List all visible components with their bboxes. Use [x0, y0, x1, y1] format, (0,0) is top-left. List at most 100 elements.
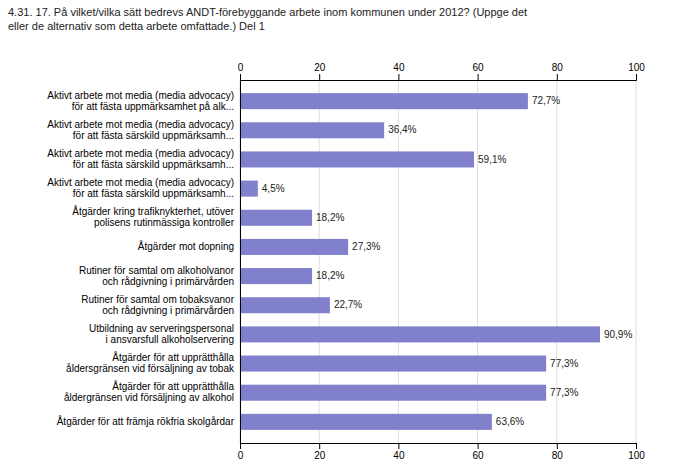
tick-mark	[636, 443, 637, 449]
chart: 4.31. 17. På vilket/vilka sätt bedrevs A…	[0, 0, 681, 473]
tick: Rutiner för samtal om alkoholvanoroch rå…	[79, 265, 240, 287]
tick: Aktivt arbete mot media (media advocacy)…	[47, 148, 240, 170]
tick-label-line: för att fästa särskild uppmärksamh...	[73, 130, 234, 141]
tick: 60	[473, 62, 485, 80]
tick-label: 60	[473, 62, 485, 73]
tick-label-line: Åtgärder kring trafiknykterhet, utöver	[72, 205, 234, 217]
bar	[240, 181, 258, 197]
title-line: 4.31. 17. På vilket/vilka sätt bedrevs A…	[8, 6, 527, 18]
plot: 020406080100020406080100Aktivt arbete mo…	[47, 62, 645, 461]
tick-label-line: Aktivt arbete mot media (media advocacy)	[47, 90, 234, 101]
tick-label: 80	[552, 62, 564, 73]
tick-label: Åtgärder för att upprätthållaåldersgräns…	[66, 351, 235, 374]
tick-label-line: för att fästa uppmärksamhet på alk...	[72, 101, 234, 112]
bar	[240, 122, 384, 138]
title-line: eller de alternativ som detta arbete omf…	[8, 20, 265, 32]
tick-label-line: Åtgärder för att upprätthålla	[112, 351, 234, 363]
tick: 0	[238, 62, 244, 80]
tick: 80	[552, 62, 564, 80]
tick-label: Aktivt arbete mot media (media advocacy)…	[47, 177, 234, 199]
tick-label-line: Utbildning av serveringspersonal	[89, 323, 234, 334]
tick-label-line: och rådgivning i primärvården	[102, 305, 234, 316]
tick-label: 40	[393, 62, 405, 73]
data-label: 63,6%	[496, 416, 524, 427]
tick: 80	[552, 443, 564, 461]
data-label: 27,3%	[352, 241, 380, 252]
tick: 0	[238, 443, 244, 461]
tick: 20	[314, 443, 326, 461]
data-label: 4,5%	[262, 183, 285, 194]
tick-label: 80	[552, 450, 564, 461]
tick-mark	[398, 74, 399, 80]
chart-container: 4.31. 17. På vilket/vilka sätt bedrevs A…	[0, 0, 681, 473]
grid	[240, 80, 636, 443]
tick-label-line: Aktivt arbete mot media (media advocacy)	[47, 148, 234, 159]
tick-label-line: Aktivt arbete mot media (media advocacy)	[47, 177, 234, 188]
tick-mark	[240, 74, 241, 80]
grid-line	[240, 80, 241, 443]
tick-label-line: åldergränsen vid försäljning av alkohol	[64, 392, 234, 403]
tick-label: Åtgärder mot dopning	[138, 240, 234, 252]
tick: Åtgärder för att upprätthållaåldergränse…	[64, 380, 240, 403]
bar	[240, 326, 600, 342]
tick-label: 20	[314, 62, 326, 73]
tick-mark	[398, 443, 399, 449]
tick-label: Rutiner för samtal om tobaksvanoroch råd…	[81, 294, 235, 316]
data-label: 90,9%	[604, 329, 632, 340]
data-label: 18,2%	[316, 270, 344, 281]
tick: Utbildning av serveringspersonali ansvar…	[89, 323, 240, 345]
tick-label: Aktivt arbete mot media (media advocacy)…	[47, 90, 234, 112]
x-axis-bottom: 0 20 40 60 80 100	[238, 443, 646, 461]
y-axis: Aktivt arbete mot media (media advocacy)…	[47, 81, 240, 444]
tick-label: 20	[314, 450, 326, 461]
tick: Rutiner för samtal om tobaksvanoroch råd…	[81, 294, 240, 316]
tick-label-line: Aktivt arbete mot media (media advocacy)	[47, 119, 234, 130]
tick: Åtgärder för att upprätthållaåldersgräns…	[66, 351, 240, 374]
data-label: 77,3%	[550, 387, 578, 398]
tick-label: Åtgärder för att upprätthållaåldergränse…	[64, 380, 235, 403]
tick: 40	[393, 443, 405, 461]
tick-label-line: Åtgärder mot dopning	[138, 240, 234, 252]
tick-label-line: i ansvarsfull alkoholservering	[106, 334, 234, 345]
tick: Aktivt arbete mot media (media advocacy)…	[47, 177, 240, 199]
tick-mark	[478, 74, 479, 80]
axis-line	[241, 444, 637, 450]
tick-label-line: för att fästa särskild uppmärksamh...	[73, 188, 234, 199]
data-label: 22,7%	[334, 299, 362, 310]
tick-mark	[557, 74, 558, 80]
bar	[240, 356, 546, 372]
tick: Aktivt arbete mot media (media advocacy)…	[47, 90, 240, 112]
tick-label: Åtgärder för att främja rökfria skolgård…	[57, 415, 235, 427]
tick-label: 0	[238, 62, 244, 73]
tick-label: Utbildning av serveringspersonali ansvar…	[89, 323, 234, 345]
tick-label: 60	[473, 450, 485, 461]
tick-label: Aktivt arbete mot media (media advocacy)…	[47, 119, 234, 141]
bar	[240, 414, 492, 430]
tick-label-line: Rutiner för samtal om alkoholvanor	[79, 265, 235, 276]
tick-label: 100	[628, 450, 645, 461]
tick-label: Åtgärder kring trafiknykterhet, utöverpo…	[72, 205, 234, 228]
tick-label-line: Rutiner för samtal om tobaksvanor	[81, 294, 235, 305]
tick: Aktivt arbete mot media (media advocacy)…	[47, 119, 240, 141]
bar	[240, 385, 546, 401]
bar	[240, 297, 330, 313]
tick-label: Aktivt arbete mot media (media advocacy)…	[47, 148, 234, 170]
bar	[240, 268, 312, 284]
tick-label-line: och rådgivning i primärvården	[102, 276, 234, 287]
tick-mark	[319, 74, 320, 80]
tick: 100	[628, 443, 645, 461]
tick: 20	[314, 62, 326, 80]
tick: Åtgärder mot dopning	[138, 240, 240, 252]
tick: Åtgärder för att främja rökfria skolgård…	[57, 415, 240, 427]
bar	[240, 210, 312, 226]
tick-mark	[240, 443, 241, 449]
tick-label-line: polisens rutinmässiga kontroller	[94, 217, 235, 228]
tick-label: 40	[393, 450, 405, 461]
x-axis-top: 020406080100	[238, 62, 646, 81]
data-label: 36,4%	[388, 124, 416, 135]
tick-label: 0	[238, 450, 244, 461]
tick: Åtgärder kring trafiknykterhet, utöverpo…	[72, 205, 240, 228]
tick-mark	[319, 443, 320, 449]
grid-line	[636, 80, 637, 443]
bar	[240, 93, 528, 109]
